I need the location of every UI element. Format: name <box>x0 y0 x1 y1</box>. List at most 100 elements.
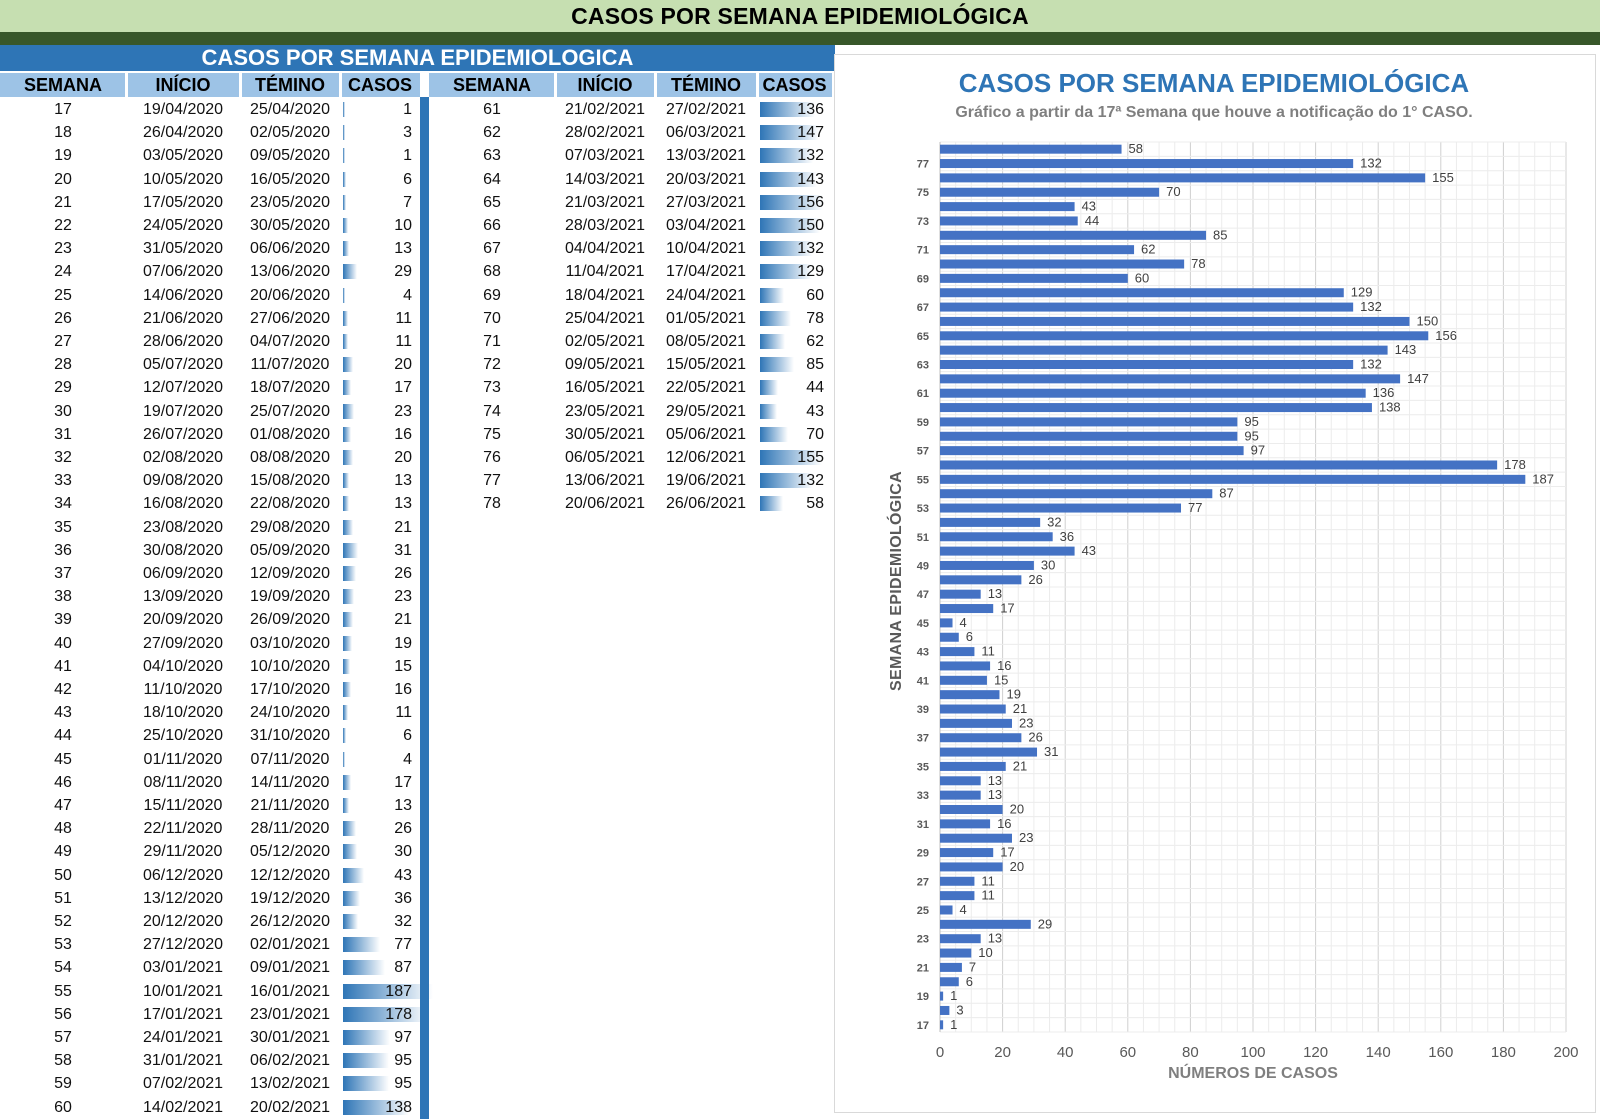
bar-data-label: 129 <box>1351 285 1373 300</box>
cases-data-bar <box>760 287 785 303</box>
chart-bar <box>940 230 1207 240</box>
bar-data-label: 17 <box>1000 845 1014 860</box>
bar-data-label: 16 <box>997 816 1011 831</box>
week-cell: 44 <box>54 727 72 745</box>
end-date-cell: 29/08/2020 <box>249 518 331 536</box>
chart-bar <box>940 460 1498 470</box>
end-date-cell: 26/06/2021 <box>665 495 747 513</box>
column-header-inicio: INÍCIO <box>555 73 655 97</box>
cases-cell: 85 <box>806 356 824 374</box>
cases-data-bar <box>343 171 346 187</box>
cases-cell: 70 <box>806 425 824 443</box>
end-date-cell: 12/09/2020 <box>249 565 331 582</box>
cases-cell: 11 <box>395 333 412 350</box>
header-divider <box>339 73 342 97</box>
end-date-cell: 25/07/2020 <box>249 402 331 420</box>
week-cell: 48 <box>54 820 72 838</box>
end-date-cell: 01/08/2020 <box>249 425 331 443</box>
cases-data-bar <box>343 867 364 883</box>
start-date-cell: 10/01/2021 <box>142 982 224 1000</box>
y-tick-label: 73 <box>917 216 929 228</box>
bar-data-label: 58 <box>1129 141 1143 156</box>
start-date-cell: 25/10/2020 <box>142 727 224 745</box>
chart-bar <box>940 216 1078 226</box>
chart-bar <box>940 661 991 671</box>
column-header-semana: SEMANA <box>0 73 126 97</box>
cases-cell: 4 <box>403 750 412 768</box>
chart-bar <box>940 345 1388 355</box>
start-date-cell: 16/05/2021 <box>564 379 646 397</box>
bar-data-label: 6 <box>966 629 973 644</box>
chart-subtitle: Gráfico a partir da 17ª Semana que houve… <box>955 104 1473 121</box>
start-date-cell: 14/02/2021 <box>142 1098 224 1116</box>
x-tick-label: 60 <box>1119 1044 1136 1061</box>
bar-data-label: 147 <box>1407 371 1429 386</box>
week-cell: 52 <box>54 913 72 930</box>
start-date-cell: 29/11/2020 <box>143 843 223 861</box>
x-tick-label: 140 <box>1366 1044 1391 1061</box>
start-date-cell: 23/05/2021 <box>564 402 646 420</box>
end-date-cell: 26/12/2020 <box>249 913 331 930</box>
week-cell: 50 <box>54 866 72 884</box>
cases-cell: 13 <box>394 240 412 258</box>
cases-data-bar <box>760 194 823 210</box>
start-date-cell: 13/06/2021 <box>564 472 646 490</box>
y-tick-label: 63 <box>917 360 929 372</box>
end-date-cell: 31/10/2020 <box>249 727 331 745</box>
end-date-cell: 03/04/2021 <box>665 217 747 234</box>
start-date-cell: 17/05/2020 <box>142 193 224 211</box>
end-date-cell: 27/06/2020 <box>249 309 331 327</box>
bar-data-label: 187 <box>1532 471 1554 486</box>
cases-data-bar <box>343 496 350 512</box>
cases-cell: 132 <box>797 472 824 490</box>
chart-bar <box>940 747 1038 757</box>
start-date-cell: 19/04/2020 <box>142 101 224 118</box>
week-cell: 41 <box>54 657 72 675</box>
start-date-cell: 06/12/2020 <box>142 866 224 884</box>
week-cell: 69 <box>483 286 501 304</box>
cases-cell: 132 <box>797 147 824 165</box>
end-date-cell: 08/05/2021 <box>665 333 747 350</box>
chart-x-axis-label: NÚMEROS DE CASOS <box>1168 1065 1338 1082</box>
week-cell: 29 <box>54 379 72 397</box>
start-date-cell: 24/05/2020 <box>142 217 224 234</box>
bar-data-label: 6 <box>966 974 973 989</box>
week-cell: 33 <box>54 472 72 490</box>
cases-cell: 87 <box>394 959 412 977</box>
end-date-cell: 21/11/2020 <box>250 797 330 814</box>
column-header-termino: TÉMINO <box>655 73 757 97</box>
bar-data-label: 23 <box>1019 830 1033 845</box>
chart-bar <box>940 316 1410 326</box>
week-cell: 59 <box>54 1075 72 1093</box>
week-cell: 18 <box>54 124 72 142</box>
y-tick-label: 39 <box>917 704 929 716</box>
start-date-cell: 15/11/2020 <box>143 797 223 814</box>
end-date-cell: 05/09/2020 <box>249 541 331 559</box>
cases-data-bar <box>343 589 355 605</box>
chart-bar <box>940 374 1401 384</box>
cases-data-bar <box>343 218 348 233</box>
cases-cell: 26 <box>394 820 412 838</box>
start-date-cell: 06/09/2020 <box>142 565 224 582</box>
cases-data-bar <box>343 890 361 906</box>
y-tick-label: 29 <box>917 848 929 860</box>
page-banner-title: CASOS POR SEMANA EPIDEMIOLÓGICA <box>0 0 1600 32</box>
week-cell: 53 <box>54 936 72 954</box>
header-divider <box>756 73 759 97</box>
chart-bar <box>940 632 959 642</box>
week-cell: 71 <box>483 333 501 350</box>
cases-data-bar <box>343 1006 429 1022</box>
end-date-cell: 29/05/2021 <box>665 402 747 420</box>
chart-bar <box>940 1020 944 1030</box>
end-date-cell: 20/06/2020 <box>249 286 331 304</box>
y-tick-label: 53 <box>917 503 929 515</box>
cases-cell: 1 <box>403 101 412 118</box>
start-date-cell: 05/07/2020 <box>142 356 224 374</box>
start-date-cell: 26/04/2020 <box>142 124 224 142</box>
cases-cell: 44 <box>806 379 824 397</box>
week-cell: 42 <box>54 681 72 698</box>
cases-data-bar <box>343 635 353 651</box>
chart-bar <box>940 790 981 800</box>
bar-data-label: 29 <box>1038 916 1052 931</box>
start-date-cell: 10/05/2020 <box>142 170 224 188</box>
